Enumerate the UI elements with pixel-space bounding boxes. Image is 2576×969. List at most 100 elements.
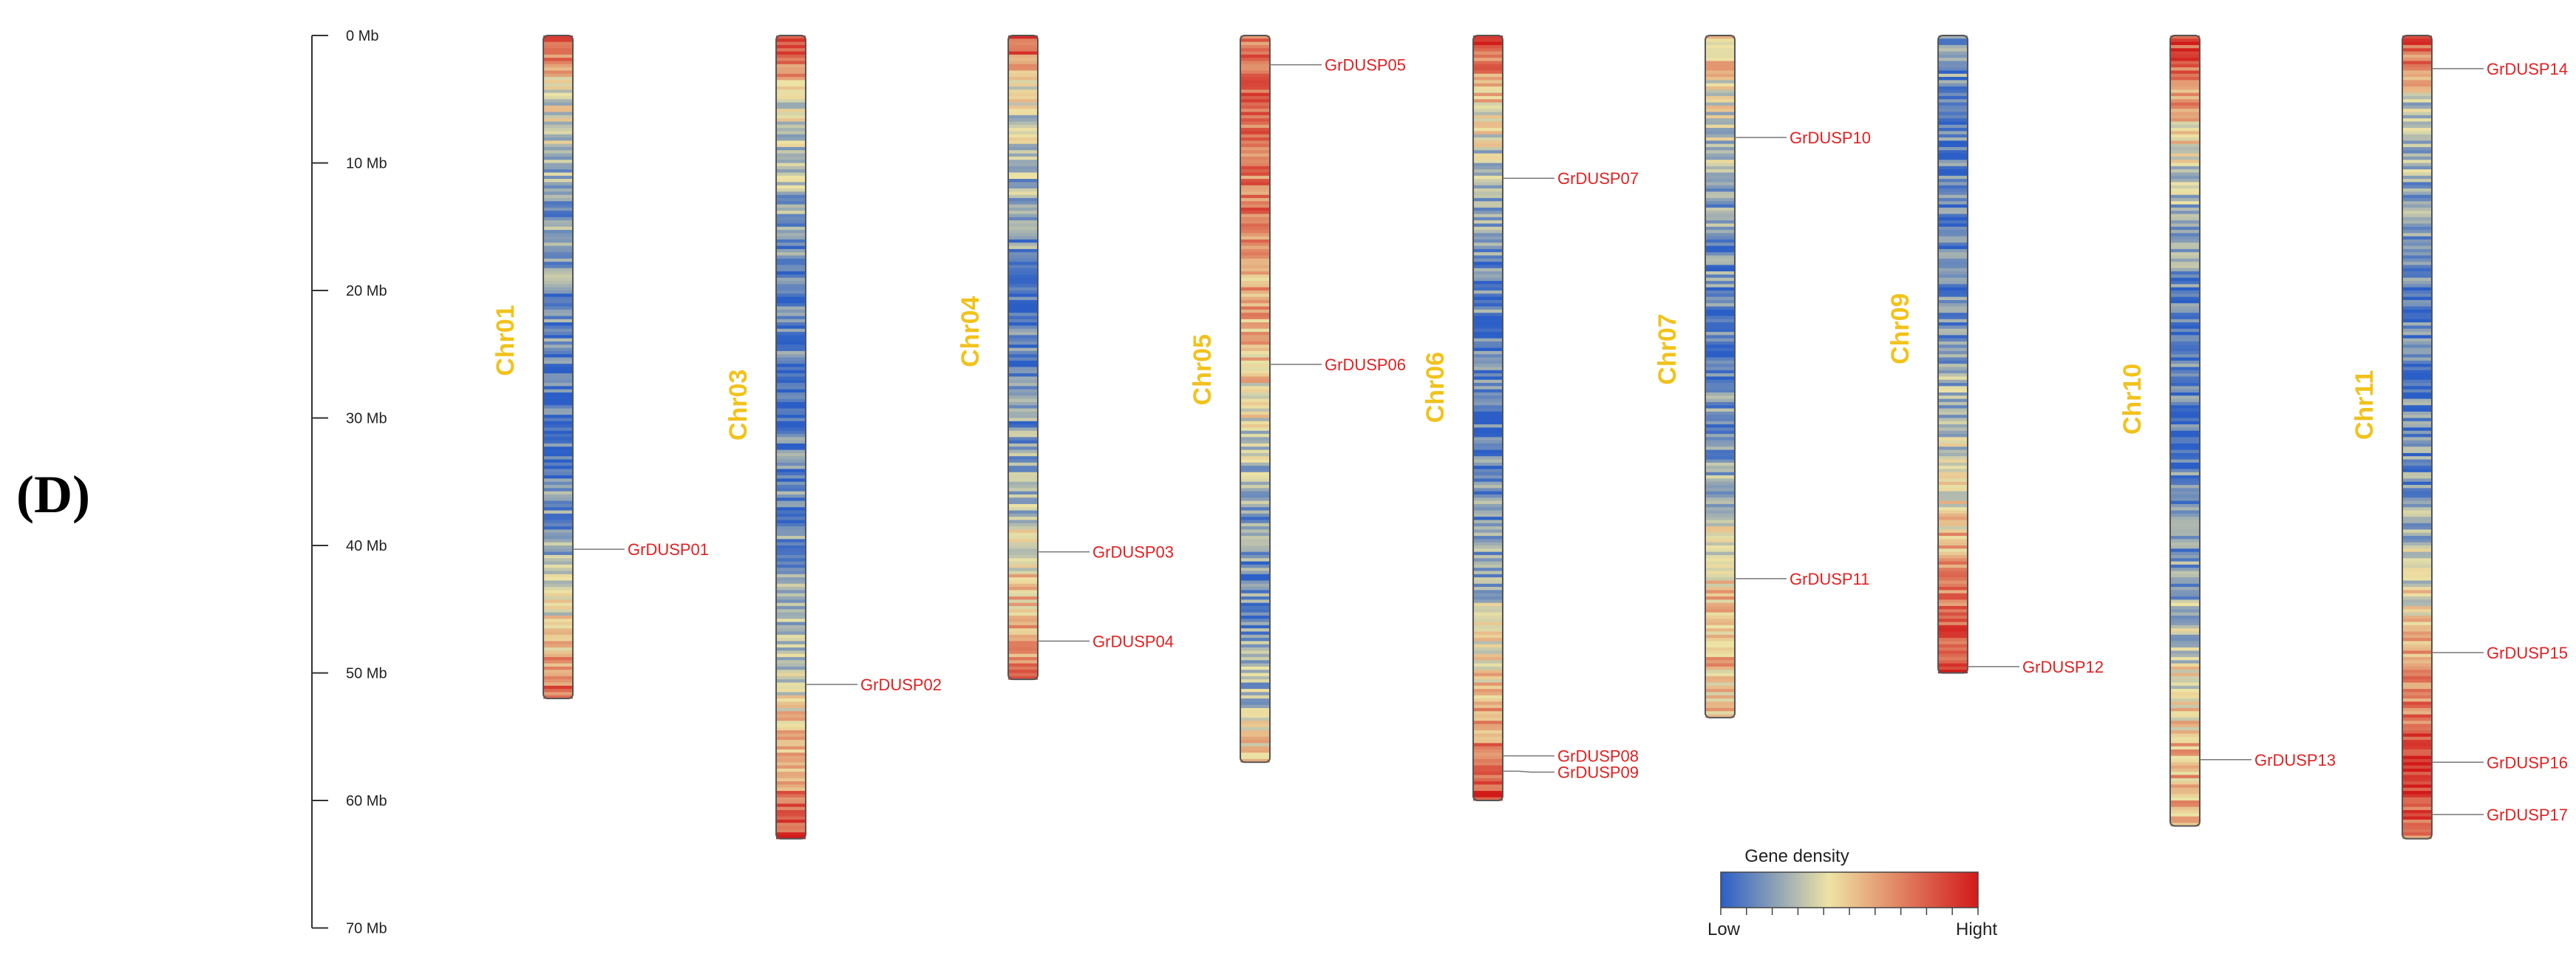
density-band (1473, 513, 1503, 517)
density-band (776, 370, 806, 374)
density-band (1240, 287, 1270, 291)
density-band (2170, 772, 2200, 776)
density-band (2402, 109, 2432, 113)
density-band (2170, 488, 2200, 492)
density-band (2170, 784, 2200, 789)
density-band (1473, 296, 1503, 301)
density-band (1705, 102, 1735, 106)
density-band (776, 806, 806, 811)
density-band (1938, 124, 1968, 129)
density-band (1008, 529, 1038, 534)
density-band (1938, 347, 1968, 352)
density-band (1705, 67, 1735, 72)
density-band (776, 809, 806, 814)
density-band (1240, 596, 1270, 600)
density-band (2170, 112, 2200, 116)
density-band (1008, 539, 1038, 543)
density-band (1705, 70, 1735, 75)
density-band (1705, 459, 1735, 463)
density-band (1008, 354, 1038, 358)
density-band (1240, 542, 1270, 546)
density-band (1008, 67, 1038, 72)
density-band (776, 730, 806, 735)
density-band (1473, 758, 1503, 763)
density-band (1473, 437, 1503, 441)
density-band (2170, 714, 2200, 718)
density-band (1473, 322, 1503, 327)
density-band (776, 392, 806, 396)
density-band (2170, 452, 2200, 457)
density-band (1705, 650, 1735, 655)
density-band (1008, 48, 1038, 52)
density-band (2170, 290, 2200, 294)
density-band (543, 459, 573, 463)
density-band (1240, 485, 1270, 489)
density-band (2402, 803, 2432, 808)
density-band (1240, 118, 1270, 123)
density-band (2402, 826, 2432, 830)
density-band (776, 255, 806, 259)
density-band (1473, 418, 1503, 422)
density-band (1938, 179, 1968, 183)
density-band (1008, 647, 1038, 651)
density-band (1938, 551, 1968, 556)
density-band (1008, 226, 1038, 231)
density-band (1008, 472, 1038, 476)
density-band (776, 714, 806, 718)
density-band (1938, 226, 1968, 231)
density-band (543, 376, 573, 381)
density-band (2402, 379, 2432, 384)
density-band (2402, 293, 2432, 298)
density-band (776, 146, 806, 151)
density-band (1473, 214, 1503, 218)
density-band (1240, 513, 1270, 517)
density-band (776, 835, 806, 840)
density-band (543, 485, 573, 489)
density-band (1008, 143, 1038, 148)
density-band (776, 717, 806, 721)
density-band (2402, 344, 2432, 349)
density-band (1473, 462, 1503, 466)
density-band (2170, 816, 2200, 820)
density-band (776, 309, 806, 313)
density-band (1240, 721, 1270, 725)
density-band (1938, 131, 1968, 135)
density-band (1938, 255, 1968, 259)
density-band (776, 475, 806, 480)
density-band (2402, 124, 2432, 129)
density-band (1240, 670, 1270, 674)
density-band (776, 73, 806, 78)
density-band (1240, 268, 1270, 272)
density-band (2170, 172, 2200, 177)
density-band (1705, 701, 1735, 706)
density-band (2402, 197, 2432, 202)
density-band (776, 207, 806, 211)
density-band (1473, 539, 1503, 543)
density-band (543, 347, 573, 352)
density-band (1705, 472, 1735, 476)
density-band (543, 338, 573, 342)
density-band (2402, 364, 2432, 368)
density-band (543, 475, 573, 480)
density-band (1240, 650, 1270, 655)
density-band (1008, 124, 1038, 129)
density-band (1705, 653, 1735, 658)
density-band (1473, 510, 1503, 514)
density-band (1240, 319, 1270, 323)
density-band (2170, 255, 2200, 259)
density-band (2402, 140, 2432, 145)
density-band (543, 443, 573, 447)
density-band (1008, 211, 1038, 215)
density-band (1938, 656, 1968, 661)
density-band (1938, 99, 1968, 103)
density-band (1008, 517, 1038, 521)
density-band (1705, 373, 1735, 378)
density-band (2402, 389, 2432, 393)
density-band (543, 214, 573, 218)
chromosome-label: Chr01 (492, 305, 520, 375)
density-band (543, 137, 573, 141)
density-band (1938, 268, 1968, 272)
density-band (543, 92, 573, 97)
density-band (2402, 191, 2432, 196)
density-band (1473, 656, 1503, 661)
